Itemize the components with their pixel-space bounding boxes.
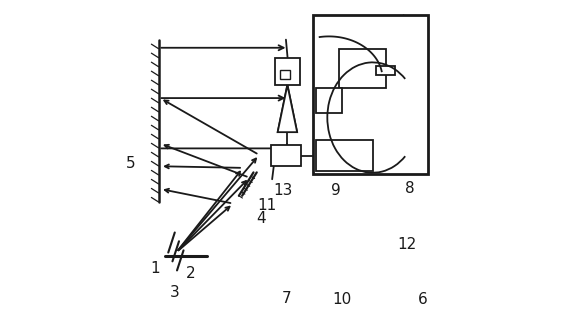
Text: 7: 7 bbox=[282, 291, 291, 306]
Bar bbox=[338, 49, 386, 88]
Text: 11: 11 bbox=[257, 198, 277, 213]
Bar bbox=[316, 88, 342, 113]
Text: 4: 4 bbox=[256, 211, 265, 226]
Text: 3: 3 bbox=[170, 285, 180, 300]
Text: 12: 12 bbox=[397, 237, 417, 252]
Text: 6: 6 bbox=[418, 292, 428, 307]
Bar bbox=[316, 140, 373, 171]
Bar bbox=[376, 66, 396, 75]
Bar bbox=[276, 57, 300, 85]
Bar bbox=[270, 145, 301, 166]
Bar bbox=[280, 69, 290, 79]
Polygon shape bbox=[278, 85, 297, 132]
Text: 8: 8 bbox=[405, 182, 415, 197]
Text: 5: 5 bbox=[126, 156, 136, 170]
Text: 1: 1 bbox=[150, 261, 160, 276]
Text: 13: 13 bbox=[273, 183, 293, 198]
Text: 10: 10 bbox=[332, 292, 352, 307]
Text: 9: 9 bbox=[331, 183, 340, 198]
Bar bbox=[313, 15, 428, 174]
Text: 2: 2 bbox=[186, 266, 196, 281]
